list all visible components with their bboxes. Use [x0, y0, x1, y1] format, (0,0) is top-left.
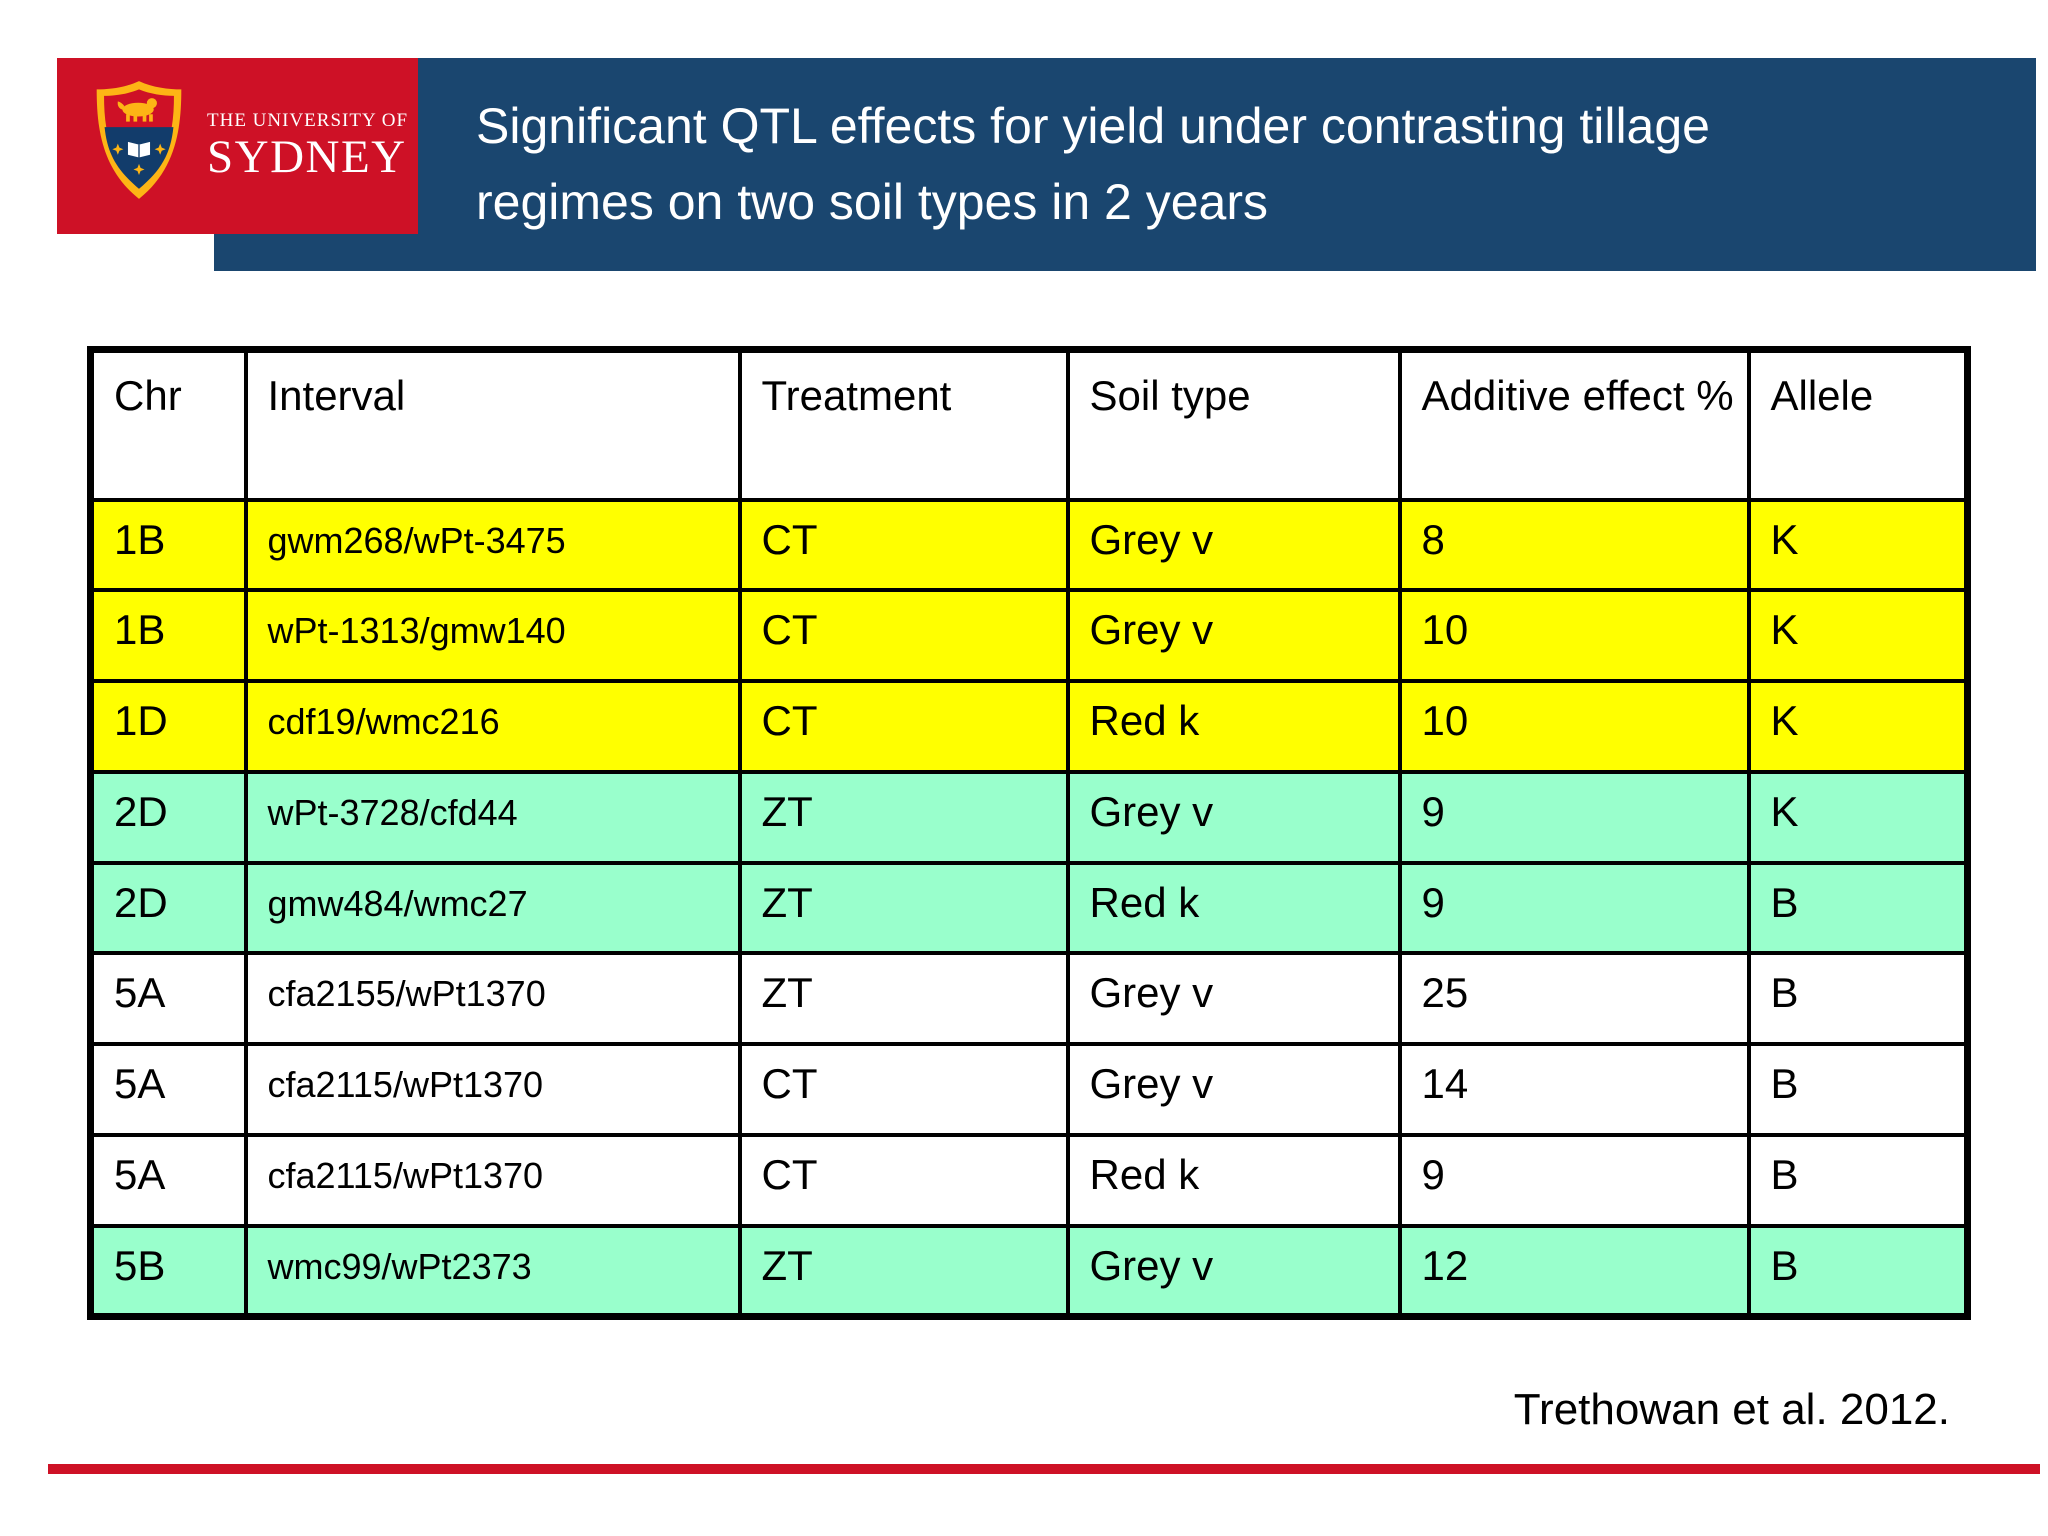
qtl-table: Chr Interval Treatment Soil type Additiv… [87, 346, 1971, 1320]
cell-interval: gmw484/wmc27 [243, 860, 742, 956]
cell-chr: 1D [88, 679, 248, 774]
cell-chr: 1B [88, 588, 248, 684]
cell-soil-type: Grey v [1065, 497, 1402, 593]
table-header: Chr Interval Treatment Soil type Additiv… [88, 347, 1970, 502]
crest-stars [112, 143, 166, 175]
red-divider-line [48, 1464, 2040, 1474]
cell-chr: 2D [88, 860, 248, 956]
table-body: 1B gwm268/wPt-3475 CT Grey v 8 K 1B wPt-1313/gm… [88, 497, 1970, 1319]
table-row: 5A cfa2155/wPt1370 ZT Grey v 25 B [88, 951, 1970, 1047]
cell-additive-effect: 9 [1397, 1132, 1751, 1228]
cell-treatment: ZT [737, 951, 1070, 1047]
cell-additive-effect: 25 [1397, 951, 1751, 1047]
logo-text-big: SYDNEY [207, 131, 407, 183]
table-header-row: Chr Interval Treatment Soil type Additiv… [88, 347, 1970, 502]
cell-additive-effect: 9 [1397, 860, 1751, 956]
cell-additive-effect: 10 [1397, 679, 1751, 774]
cell-additive-effect: 9 [1397, 769, 1751, 865]
cell-allele: K [1746, 497, 1970, 593]
cell-interval: cdf19/wmc216 [243, 679, 742, 774]
cell-soil-type: Red k [1065, 860, 1402, 956]
cell-allele: B [1746, 1132, 1970, 1228]
col-header-chr: Chr [88, 347, 248, 502]
cell-soil-type: Red k [1065, 1132, 1402, 1228]
cell-treatment: CT [737, 1132, 1070, 1228]
cell-soil-type: Grey v [1065, 951, 1402, 1047]
table-row: 1D cdf19/wmc216 CT Red k 10 K [88, 679, 1970, 774]
cell-interval: wmc99/wPt2373 [243, 1223, 742, 1319]
cell-interval: cfa2115/wPt1370 [243, 1132, 742, 1228]
col-header-soil-type: Soil type [1065, 347, 1402, 502]
cell-chr: 5B [88, 1223, 248, 1319]
table-row: 5B wmc99/wPt2373 ZT Grey v 12 B [88, 1223, 1970, 1319]
cell-additive-effect: 14 [1397, 1042, 1751, 1137]
cell-chr: 5A [88, 951, 248, 1047]
logo-text-small: THE UNIVERSITY OF [207, 110, 409, 131]
cell-additive-effect: 8 [1397, 497, 1751, 593]
cell-interval: wPt-1313/gmw140 [243, 588, 742, 684]
cell-treatment: ZT [737, 769, 1070, 865]
cell-treatment: CT [737, 497, 1070, 593]
cell-chr: 5A [88, 1132, 248, 1228]
cell-soil-type: Grey v [1065, 1042, 1402, 1137]
cell-allele: K [1746, 588, 1970, 684]
cell-allele: K [1746, 769, 1970, 865]
university-crest-icon [96, 81, 182, 199]
citation-text: Trethowan et al. 2012. [1513, 1385, 1950, 1434]
col-header-allele: Allele [1746, 347, 1970, 502]
cell-additive-effect: 12 [1397, 1223, 1751, 1319]
slide-title-line1: Significant QTL effects for yield under … [476, 98, 1710, 154]
title-banner: Significant QTL effects for yield under … [214, 58, 2036, 271]
cell-interval: wPt-3728/cfd44 [243, 769, 742, 865]
cell-soil-type: Grey v [1065, 769, 1402, 865]
slide-title-line2: regimes on two soil types in 2 years [476, 174, 1269, 230]
cell-additive-effect: 10 [1397, 588, 1751, 684]
cell-soil-type: Red k [1065, 679, 1402, 774]
cell-treatment: ZT [737, 860, 1070, 956]
cell-soil-type: Grey v [1065, 1223, 1402, 1319]
university-logo-text: THE UNIVERSITY OF SYDNEY [207, 110, 408, 182]
cell-allele: K [1746, 679, 1970, 774]
table-row: 5A cfa2115/wPt1370 CT Grey v 14 B [88, 1042, 1970, 1137]
cell-treatment: ZT [737, 1223, 1070, 1319]
cell-allele: B [1746, 1042, 1970, 1137]
cell-interval: gwm268/wPt-3475 [243, 497, 742, 593]
cell-treatment: CT [737, 679, 1070, 774]
slide-title: Significant QTL effects for yield under … [476, 88, 1710, 240]
cell-chr: 2D [88, 769, 248, 865]
cell-interval: cfa2115/wPt1370 [243, 1042, 742, 1137]
cell-treatment: CT [737, 588, 1070, 684]
cell-treatment: CT [737, 1042, 1070, 1137]
university-logo-block: THE UNIVERSITY OF SYDNEY [57, 58, 418, 234]
cell-chr: 1B [88, 497, 248, 593]
cell-allele: B [1746, 951, 1970, 1047]
col-header-additive-effect: Additive effect % [1397, 347, 1751, 502]
table-row: 1B wPt-1313/gmw140 CT Grey v 10 K [88, 588, 1970, 684]
crest-book [127, 141, 151, 158]
cell-interval: cfa2155/wPt1370 [243, 951, 742, 1047]
cell-chr: 5A [88, 1042, 248, 1137]
col-header-interval: Interval [243, 347, 742, 502]
col-header-treatment: Treatment [737, 347, 1070, 502]
crest-lion [117, 98, 157, 122]
cell-allele: B [1746, 1223, 1970, 1319]
cell-allele: B [1746, 860, 1970, 956]
cell-soil-type: Grey v [1065, 588, 1402, 684]
